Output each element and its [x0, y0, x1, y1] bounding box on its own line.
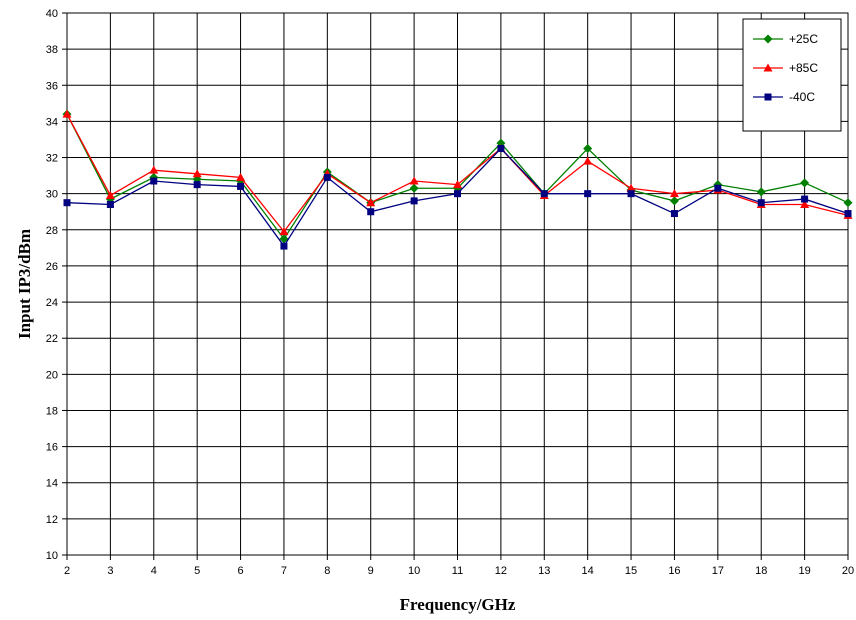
legend-item: +85C — [753, 61, 818, 75]
y-tick-label: 20 — [46, 369, 58, 381]
data-point — [280, 242, 288, 250]
data-point — [410, 197, 418, 205]
legend-item: +25C — [753, 32, 818, 46]
x-tick-label: 17 — [712, 565, 724, 577]
x-tick-label: 11 — [452, 565, 463, 577]
data-point — [583, 144, 593, 153]
data-point — [800, 178, 810, 188]
x-tick-label: 4 — [151, 565, 157, 577]
x-tick-label: 14 — [582, 565, 594, 577]
series-2 — [63, 145, 852, 250]
series-layer — [62, 109, 853, 250]
x-tick-label: 10 — [408, 565, 420, 577]
y-tick-label: 36 — [46, 80, 58, 92]
x-tick-label: 12 — [495, 565, 507, 577]
y-axis-title: Input IP3/dBm — [15, 229, 34, 339]
data-point — [367, 208, 375, 216]
y-tick-label: 14 — [46, 478, 58, 490]
legend-swatch-marker — [763, 63, 773, 72]
data-point — [366, 198, 376, 207]
grid-lines — [66, 12, 849, 556]
data-point — [583, 156, 593, 165]
y-tick-label: 12 — [46, 514, 58, 526]
y-tick-label: 16 — [46, 442, 58, 454]
y-tick-label: 38 — [46, 44, 58, 56]
y-tick-label: 24 — [46, 297, 58, 309]
legend-item: -40C — [753, 90, 815, 104]
legend-label: -40C — [789, 90, 815, 104]
legend-label: +85C — [789, 61, 818, 75]
data-point — [193, 181, 201, 189]
legend-swatch-marker — [764, 93, 772, 101]
data-point — [62, 109, 72, 118]
x-tick-label: 7 — [281, 565, 287, 577]
legend-label: +25C — [789, 32, 818, 46]
x-tick-label: 15 — [625, 565, 637, 577]
y-tick-label: 30 — [46, 189, 58, 201]
x-tick-label: 3 — [107, 565, 113, 577]
data-point — [801, 195, 809, 203]
data-point — [63, 199, 71, 207]
x-tick-label: 9 — [368, 565, 374, 577]
data-point — [497, 145, 505, 152]
data-point — [800, 200, 810, 209]
legend-box — [742, 18, 842, 132]
data-point — [279, 234, 289, 244]
legend-swatch-marker — [763, 34, 773, 44]
data-point — [843, 198, 853, 208]
x-axis-ticks: 2 3 4 5 6 7 8 9 10 11 12 13 14 15 16 17 18 19 20 — [64, 555, 854, 577]
x-tick-label: 5 — [194, 565, 200, 577]
data-point — [150, 177, 158, 185]
data-point — [670, 210, 678, 218]
data-point — [669, 196, 679, 206]
y-tick-label: 34 — [46, 116, 58, 128]
y-axis-ticks: 10 12 14 16 18 20 22 24 26 28 30 32 34 36 38 40 — [46, 8, 67, 562]
data-point — [453, 180, 462, 189]
data-point — [844, 210, 852, 218]
y-tick-label: 28 — [46, 225, 58, 237]
x-tick-label: 18 — [755, 565, 767, 577]
data-point — [627, 190, 635, 198]
data-point — [540, 190, 548, 198]
data-point — [409, 183, 419, 193]
data-point — [279, 227, 289, 236]
x-tick-label: 2 — [64, 565, 70, 577]
x-tick-label: 19 — [798, 565, 810, 577]
legend: +25C +85C -40C — [742, 18, 842, 132]
data-point — [323, 173, 331, 181]
x-axis-title: Frequency/GHz — [400, 595, 516, 614]
y-tick-label: 26 — [46, 261, 58, 273]
y-tick-label: 40 — [46, 8, 58, 20]
data-point — [149, 165, 159, 174]
data-point — [236, 172, 246, 181]
data-point — [756, 187, 766, 197]
y-tick-label: 18 — [46, 405, 58, 417]
data-point — [626, 183, 636, 192]
data-point — [106, 201, 114, 209]
y-tick-label: 10 — [46, 550, 58, 562]
data-point — [454, 190, 461, 198]
data-point — [714, 184, 722, 192]
x-tick-label: 13 — [538, 565, 550, 577]
data-point — [409, 176, 419, 185]
data-point — [669, 189, 679, 198]
x-tick-label: 16 — [668, 565, 680, 577]
data-point — [237, 182, 245, 190]
y-tick-label: 32 — [46, 153, 58, 165]
data-point — [757, 199, 765, 207]
data-point — [192, 169, 202, 178]
y-tick-label: 22 — [46, 333, 58, 345]
x-tick-label: 8 — [324, 565, 330, 577]
data-point — [105, 190, 115, 199]
x-tick-label: 20 — [842, 565, 854, 577]
x-tick-label: 6 — [237, 565, 243, 577]
data-point — [584, 190, 592, 198]
